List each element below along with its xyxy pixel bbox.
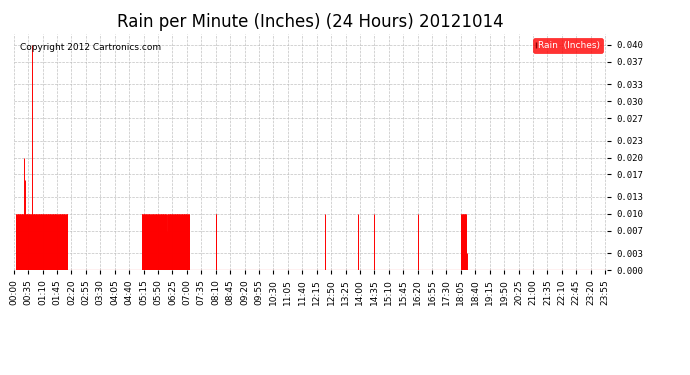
Text: Copyright 2012 Cartronics.com: Copyright 2012 Cartronics.com [20,43,161,52]
Legend: Rain  (Inches): Rain (Inches) [533,38,602,53]
Title: Rain per Minute (Inches) (24 Hours) 20121014: Rain per Minute (Inches) (24 Hours) 2012… [117,13,504,31]
